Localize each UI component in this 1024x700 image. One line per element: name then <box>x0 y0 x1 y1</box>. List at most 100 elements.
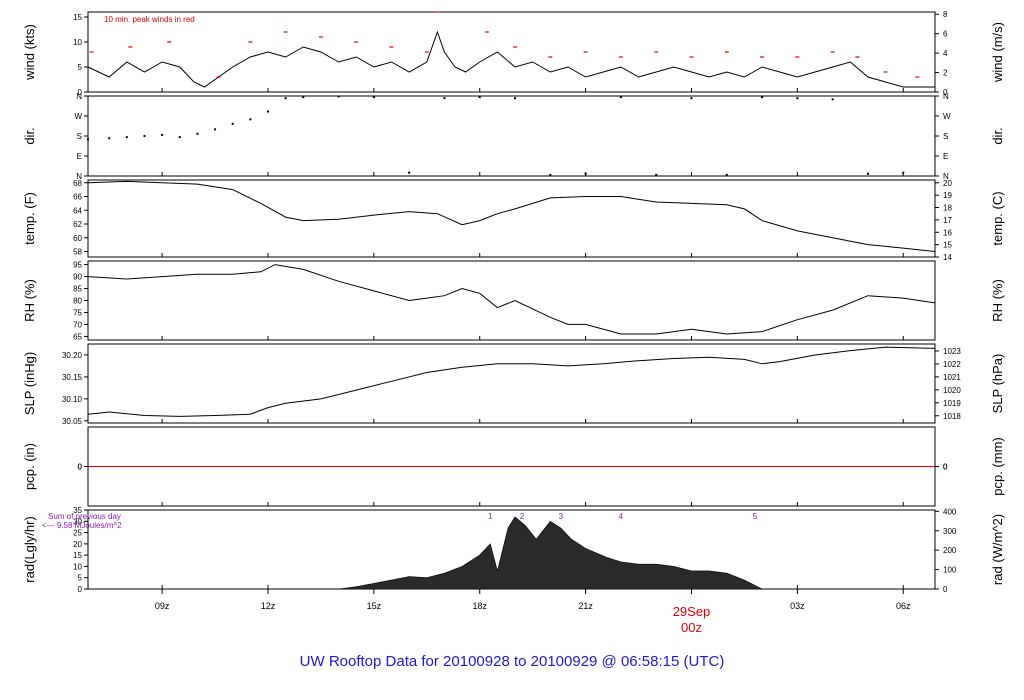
y-tick-label-right: W <box>943 112 951 121</box>
x-tick-label: 09z <box>155 601 170 611</box>
direction-point <box>902 171 905 174</box>
direction-point <box>87 138 89 141</box>
panel-slp: SLP (inHg) SLP (hPa) 30.05 30.10 30.15 30.20 1… <box>22 343 1005 426</box>
y-tick-label-right: 200 <box>943 546 957 555</box>
direction-point <box>125 136 128 139</box>
y-tick-label: S <box>77 132 82 141</box>
y-axis-label: RH (%) <box>22 279 37 322</box>
y-tick-label: 30.20 <box>62 351 83 360</box>
y-tick-label: 62 <box>73 220 82 229</box>
panel-temp: temp. (F) temp. (C) 58 60 62 64 66 68 14 15 16 17 18… <box>22 179 1005 262</box>
y-tick-label: N <box>76 92 82 101</box>
y-tick-label-right: 6 <box>943 30 948 39</box>
panel-rh: RH (%) RH (%) 65 70 75 80 85 90 95 <box>22 260 1005 341</box>
panel-pcp: pcp. (in) pcp. (mm)0 00 0 <box>22 426 1005 507</box>
y-axis-label: SLP (inHg) <box>22 352 37 415</box>
y-tick-label-right: 14 <box>943 253 952 262</box>
radiation-marker: 5 <box>753 512 758 521</box>
y-tick-label: 66 <box>73 193 82 202</box>
x-tick-label: 21z <box>578 601 593 611</box>
x-tick-label: 03z <box>790 601 805 611</box>
y-tick-label-right: 1018 <box>943 412 961 421</box>
direction-point <box>161 133 164 136</box>
y-tick-label-right: 0 <box>943 585 948 594</box>
y-axis-label-right: RH (%) <box>990 279 1005 322</box>
y-axis-label: temp. (F) <box>22 192 37 245</box>
y-tick-label: 58 <box>73 248 82 257</box>
y-tick-label: 15 <box>73 551 82 560</box>
y-tick-label: 95 <box>73 261 82 270</box>
y-tick-label: E <box>77 152 82 161</box>
y-tick-label: 0 <box>78 463 83 472</box>
panel-rad: rad(Lgly/hr) rad (W/m^2)05101520253035010… <box>22 506 1005 594</box>
y-tick-label-right: 400 <box>943 507 957 516</box>
radiation-sum-value: <--- 9.58 MJoules/m^2 <box>42 521 122 530</box>
direction-point <box>655 173 658 176</box>
y-tick-label: 30 <box>73 517 82 526</box>
direction-point <box>761 96 764 99</box>
y-tick-label-right: 0 <box>943 88 948 97</box>
direction-point <box>690 97 693 100</box>
y-tick-label-right: 1019 <box>943 399 961 408</box>
panel-dir: dir. dir. N N E E S S W W N N <box>22 92 1005 181</box>
radiation-area <box>338 516 763 590</box>
y-tick-label-right: 100 <box>943 566 957 575</box>
direction-point <box>831 98 834 101</box>
panel-frame <box>87 179 936 258</box>
y-tick-label-right: E <box>943 152 948 161</box>
y-tick-label-right: 18 <box>943 204 952 213</box>
y-tick-label: 30.10 <box>62 395 83 404</box>
direction-point <box>372 96 375 99</box>
y-tick-label: 35 <box>73 506 82 515</box>
panel-frame <box>87 95 936 177</box>
y-tick-label: 75 <box>73 308 82 317</box>
panel-frame <box>87 260 936 341</box>
y-tick-label: 5 <box>78 63 83 72</box>
y-tick-label-right: 20 <box>943 179 952 188</box>
y-tick-label-right: 4 <box>943 49 948 58</box>
y-tick-label: 85 <box>73 285 82 294</box>
panel-wind: wind (kts) wind (m/s) 0 5 10 15 0 2 4 6 8 10 min. p… <box>22 10 1005 97</box>
y-tick-label: 64 <box>73 206 82 215</box>
radiation-marker: 1 <box>488 512 493 521</box>
chart-title: UW Rooftop Data for 20100928 to 20100929… <box>300 653 725 670</box>
series-line-slp <box>87 346 936 417</box>
y-tick-label: 20 <box>73 540 82 549</box>
x-tick-label: 18z <box>472 601 487 611</box>
y-tick-label: 90 <box>73 273 82 282</box>
direction-point <box>284 97 287 100</box>
radiation-sum-note: Sum of previous day <box>48 512 121 521</box>
y-axis-label-right: dir. <box>990 127 1005 144</box>
y-tick-label-right: 16 <box>943 228 952 237</box>
y-axis-label-right: rad (W/m^2) <box>990 514 1005 585</box>
y-tick-label-right: 300 <box>943 527 957 536</box>
direction-point <box>249 118 252 121</box>
y-tick-label: 25 <box>73 529 82 538</box>
series-line-rh <box>87 264 936 335</box>
direction-point <box>443 97 446 100</box>
direction-point <box>866 172 869 175</box>
direction-point <box>231 122 234 125</box>
y-axis-label-right: temp. (C) <box>990 191 1005 245</box>
y-tick-label-right: N <box>943 172 949 181</box>
y-tick-label: 30.05 <box>62 417 83 426</box>
direction-point <box>549 173 552 176</box>
y-tick-label-right: 8 <box>943 10 948 19</box>
date-label: 29Sep <box>673 604 711 619</box>
y-tick-label: 10 <box>73 562 82 571</box>
x-tick-label: 06z <box>896 601 911 611</box>
y-axis-label: wind (kts) <box>22 24 37 81</box>
y-tick-label-right: 1020 <box>943 386 961 395</box>
y-axis-label: dir. <box>22 127 37 144</box>
x-tick-label: 12z <box>261 601 276 611</box>
y-tick-label: 30.15 <box>62 373 83 382</box>
y-tick-label: 0 <box>78 88 83 97</box>
y-tick-label-right: 0 <box>943 463 948 472</box>
panel-frame <box>87 11 936 93</box>
y-tick-label-right: 1021 <box>943 373 961 382</box>
y-tick-label-right: 1022 <box>943 360 961 369</box>
radiation-marker: 3 <box>559 512 564 521</box>
y-tick-label: 68 <box>73 179 82 188</box>
